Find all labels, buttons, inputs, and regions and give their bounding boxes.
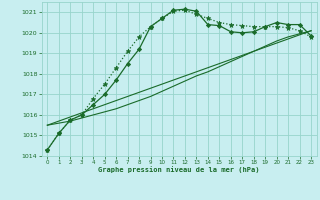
X-axis label: Graphe pression niveau de la mer (hPa): Graphe pression niveau de la mer (hPa) xyxy=(99,167,260,173)
